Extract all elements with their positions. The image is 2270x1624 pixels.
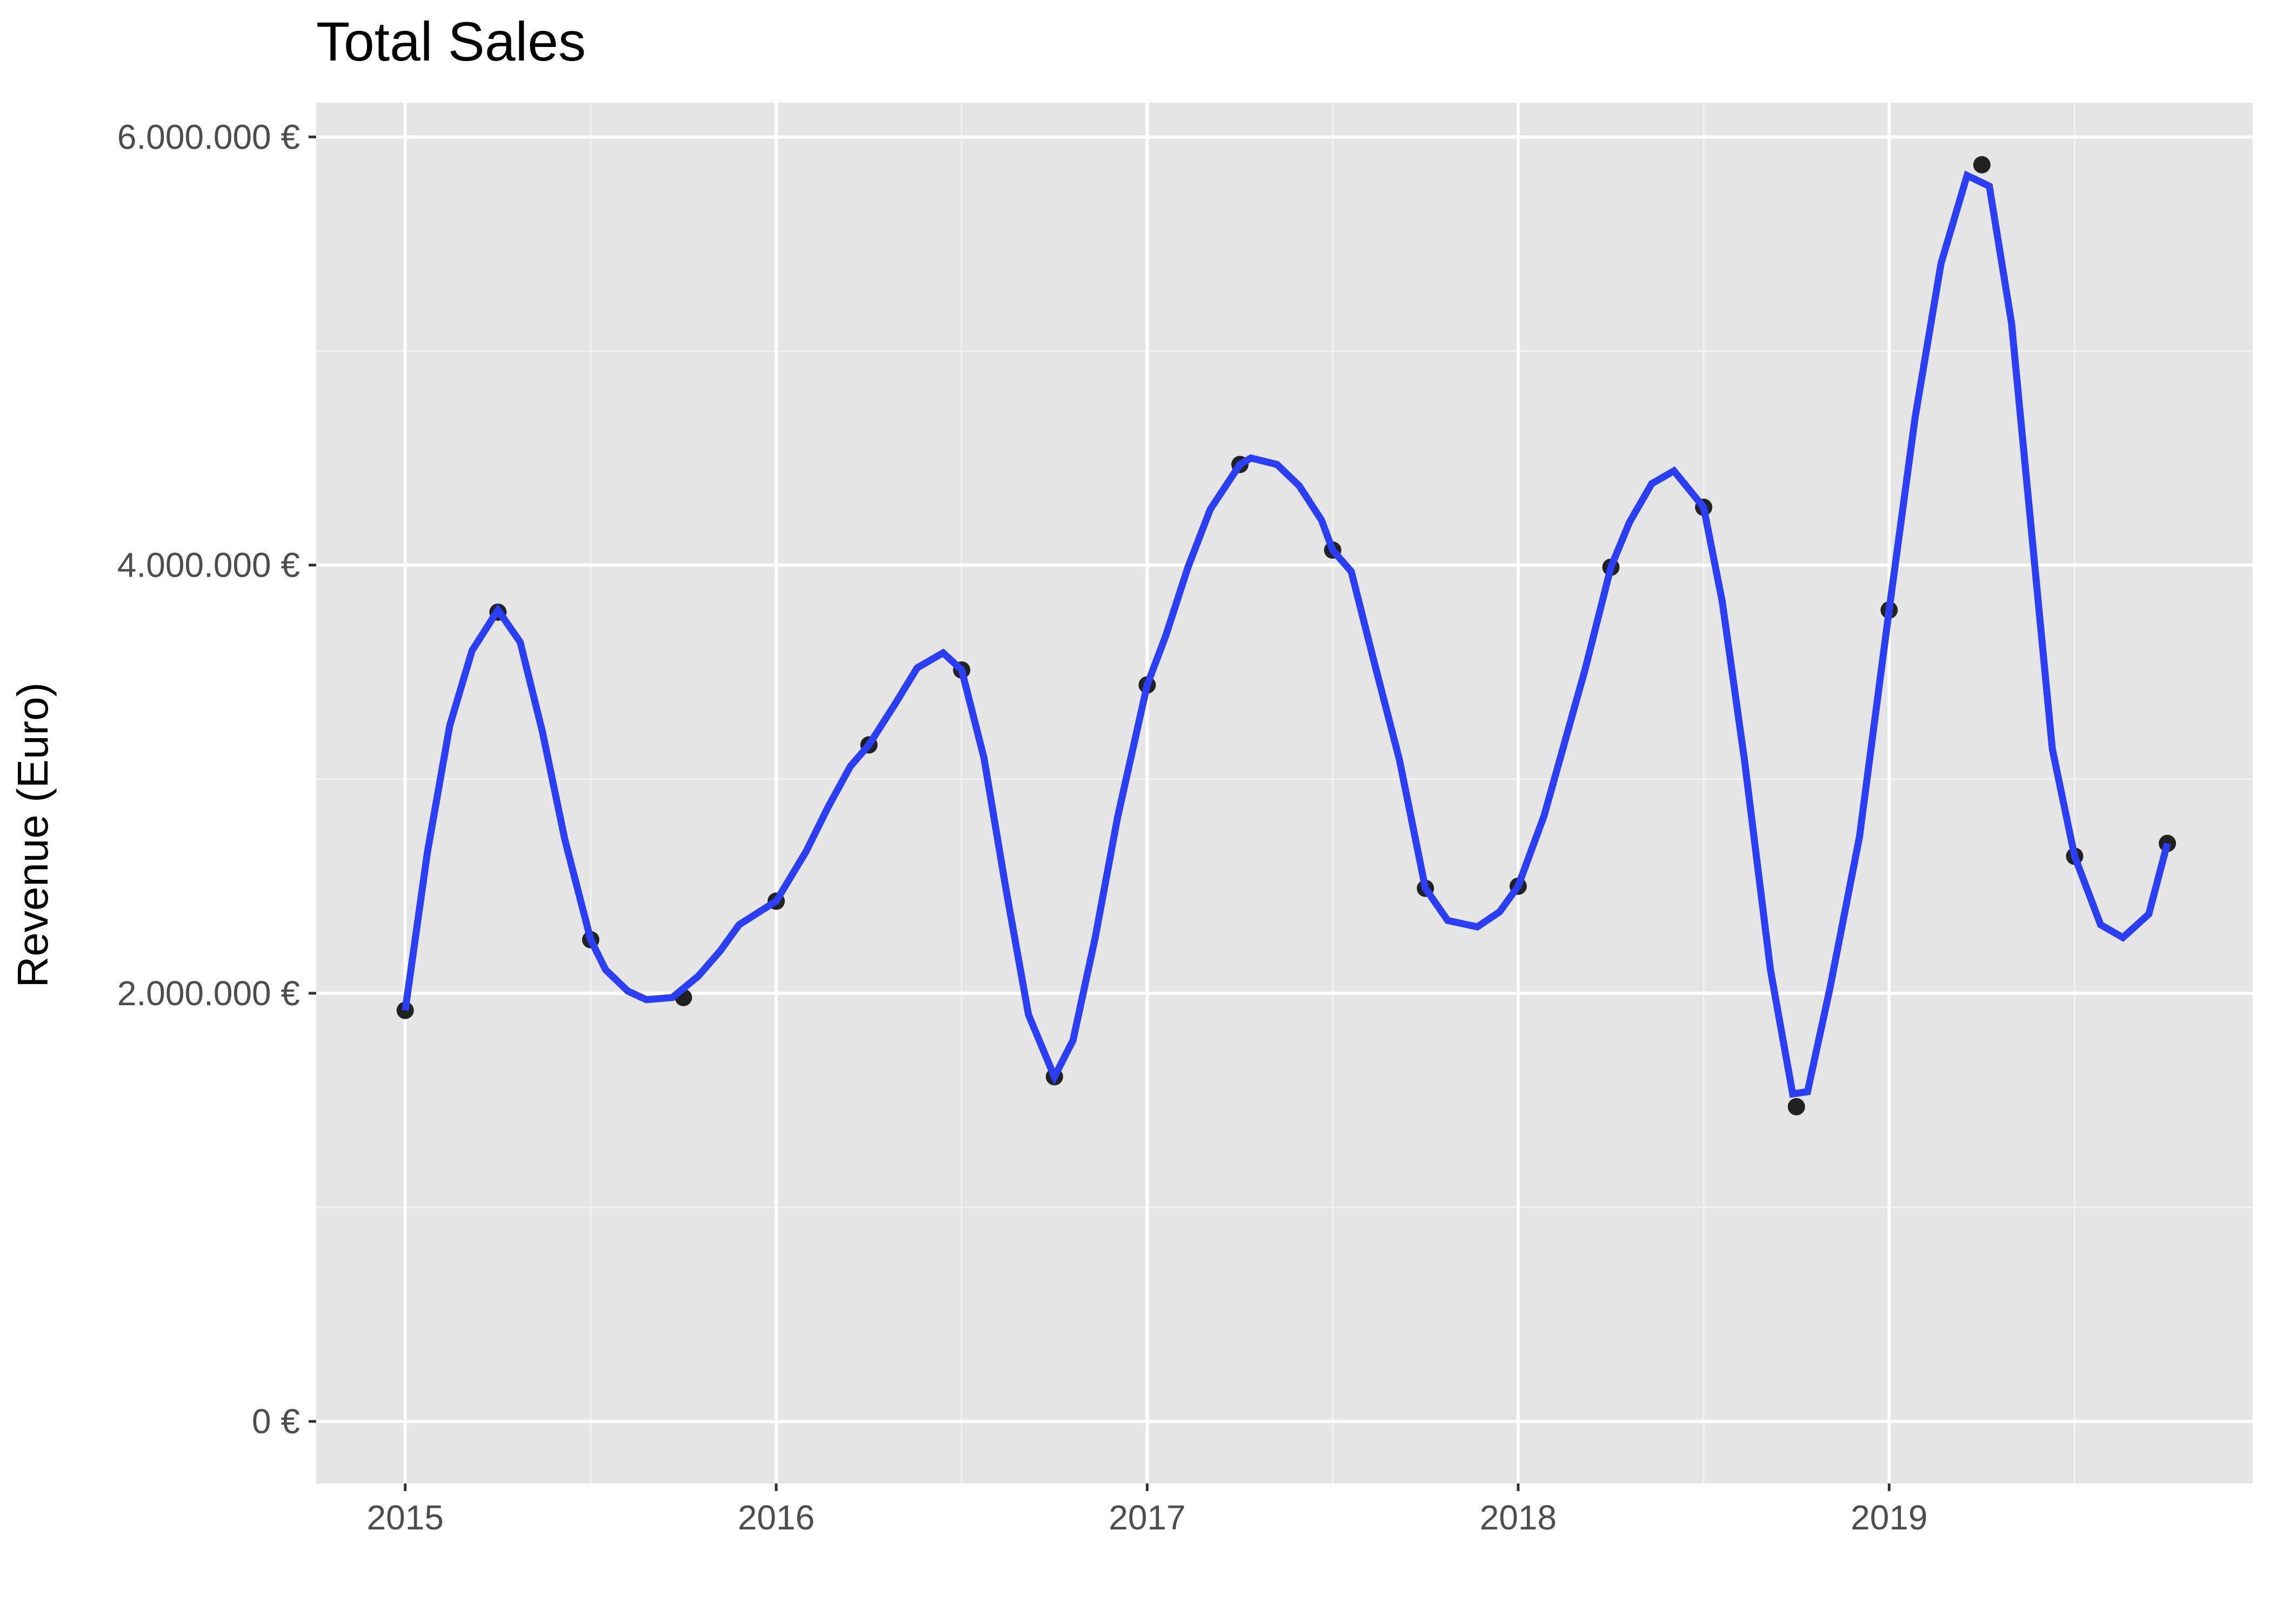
y-tick-label: 6.000.000 € [117,117,300,156]
plot-background [316,103,2253,1483]
x-tick-label: 2015 [367,1498,444,1537]
x-tick-label: 2018 [1480,1498,1557,1537]
y-tick-label: 0 € [252,1402,300,1441]
data-point [1973,156,1991,173]
x-axis-labels: 2015 2016 2017 2018 2019 [367,1498,1928,1537]
series [396,156,2176,1115]
chart-title: Total Sales [316,11,586,72]
axis-ticks [309,135,1891,1491]
y-tick-label: 4.000.000 € [117,546,300,585]
y-axis-title: Revenue (Euro) [9,683,57,988]
grid [316,103,2253,1483]
data-point [1787,1098,1805,1115]
smooth-line [402,170,2171,1098]
x-tick-label: 2016 [738,1498,814,1537]
x-tick-label: 2019 [1851,1498,1927,1537]
y-tick-label: 2.000.000 € [117,974,300,1013]
x-tick-label: 2017 [1109,1498,1185,1537]
y-axis-labels: 0 € 2.000.000 € 4.000.000 € 6.000.000 € [117,117,300,1441]
